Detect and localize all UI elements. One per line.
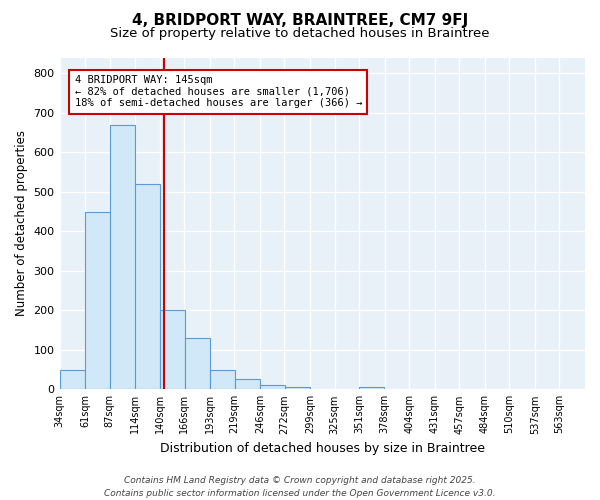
X-axis label: Distribution of detached houses by size in Braintree: Distribution of detached houses by size … (160, 442, 485, 455)
Bar (60, 370, 85, 390)
Bar (136, 184, 160, 390)
Bar (285, 388, 310, 390)
Y-axis label: Number of detached properties: Number of detached properties (15, 130, 28, 316)
Bar (210, 370, 235, 390)
Text: Contains HM Land Registry data © Crown copyright and database right 2025.
Contai: Contains HM Land Registry data © Crown c… (104, 476, 496, 498)
Text: 4, BRIDPORT WAY, BRAINTREE, CM7 9FJ: 4, BRIDPORT WAY, BRAINTREE, CM7 9FJ (132, 12, 468, 28)
Bar (235, 378, 260, 390)
Bar (260, 386, 285, 390)
Bar (160, 310, 185, 390)
Bar (110, 124, 135, 390)
Text: Size of property relative to detached houses in Braintree: Size of property relative to detached ho… (110, 28, 490, 40)
Bar (85, 212, 110, 390)
Bar (185, 338, 209, 390)
Bar (359, 388, 385, 390)
Text: 4 BRIDPORT WAY: 145sqm
← 82% of detached houses are smaller (1,706)
18% of semi-: 4 BRIDPORT WAY: 145sqm ← 82% of detached… (74, 76, 362, 108)
